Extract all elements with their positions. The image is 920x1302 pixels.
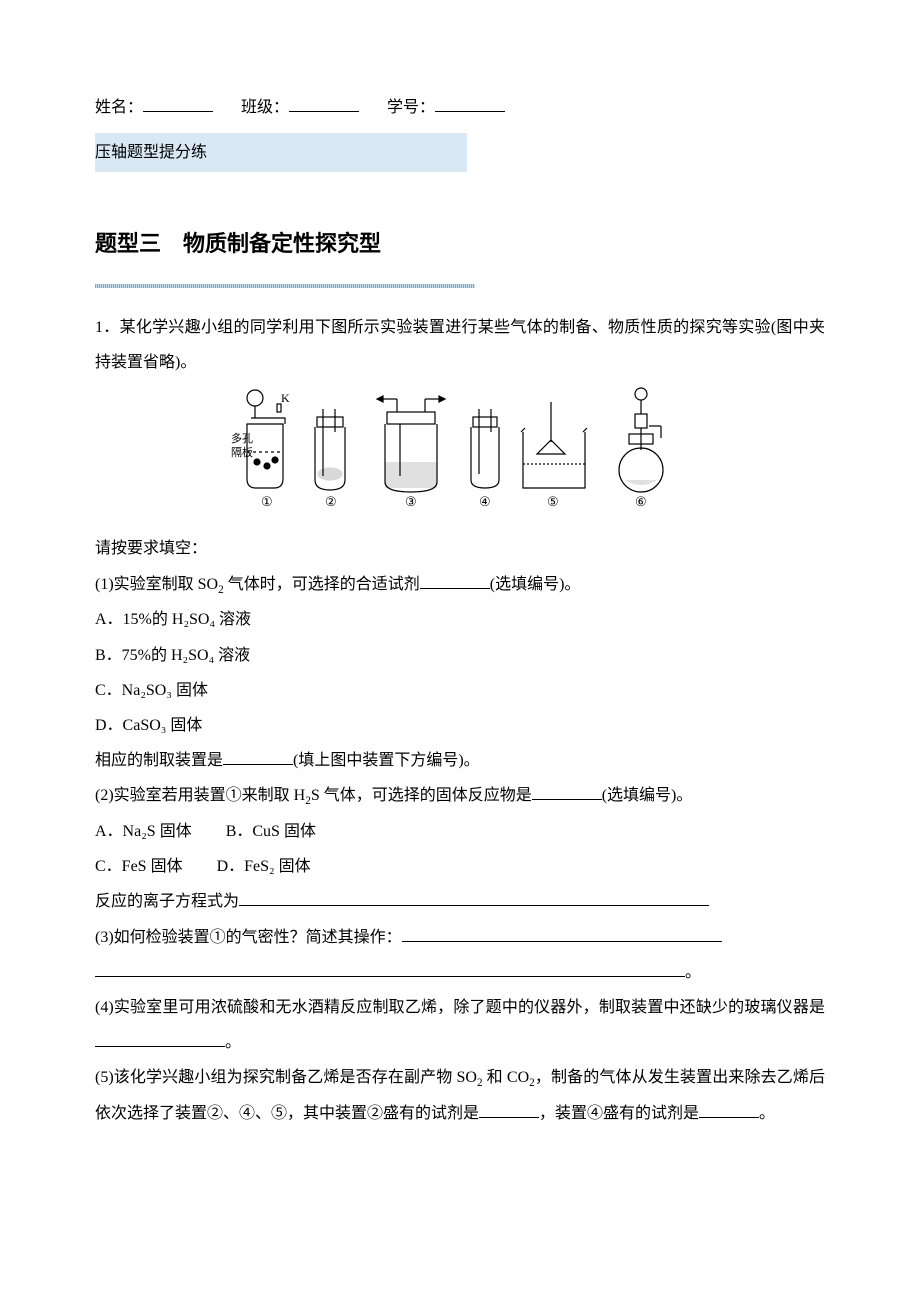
p2-blank[interactable] — [532, 783, 602, 800]
q1-p2: (2)实验室若用装置①来制取 H2S 气体，可选择的固体反应物是(选填编号)。 — [95, 778, 825, 814]
p2-opts-1: A．Na₂S 固体 B．CuS 固体 — [95, 814, 825, 849]
q1-prompt: 请按要求填空： — [95, 531, 825, 566]
svg-text:⑤: ⑤ — [547, 494, 559, 509]
p2-l2: 反应的离子方程式为 — [95, 893, 239, 910]
p3-line2: 。 — [95, 955, 825, 990]
apparatus-4: ④ — [471, 409, 499, 509]
p2-opt-D: D．FeS₂ 固体 — [217, 849, 311, 884]
p1-l2a: 相应的制取装置是 — [95, 752, 223, 769]
p4-a: (4)实验室里可用浓硫酸和无水酒精反应制取乙烯，除了题中的仪器外，制取装置中还缺… — [95, 999, 825, 1016]
p2-b: S 气体，可选择的固体反应物是 — [311, 787, 532, 804]
apparatus-5: ⑤ — [521, 402, 587, 509]
p1-blank[interactable] — [420, 572, 490, 589]
p3-end: 。 — [685, 964, 701, 981]
q1-p5: (5)该化学兴趣小组为探究制备乙烯是否存在副产物 SO2 和 CO2，制备的气体… — [95, 1060, 825, 1131]
apparatus-2: ② — [315, 409, 345, 509]
practice-banner: 压轴题型提分练 — [95, 133, 825, 202]
p5-end: 。 — [759, 1105, 775, 1122]
separator — [95, 284, 475, 288]
p4-end: 。 — [225, 1034, 241, 1051]
p2-opts-2: C．FeS 固体 D．FeS₂ 固体 — [95, 849, 825, 884]
class-blank[interactable] — [289, 95, 359, 112]
p2-line2: 反应的离子方程式为 — [95, 884, 825, 919]
p3-blank1[interactable] — [402, 925, 722, 942]
id-label: 学号： — [387, 99, 435, 116]
p2-a: (2)实验室若用装置①来制取 H — [95, 787, 305, 804]
p1-b: 气体时，可选择的合适试剂 — [224, 576, 420, 593]
practice-label: 压轴题型提分练 — [95, 133, 467, 172]
name-blank[interactable] — [143, 95, 213, 112]
class-label: 班级： — [241, 99, 289, 116]
p1-a: (1)实验室制取 SO — [95, 576, 218, 593]
q1-stem: 1．某化学兴趣小组的同学利用下图所示实验装置进行某些气体的制备、物质性质的探究等… — [95, 310, 825, 380]
p2-opt-A: A．Na₂S 固体 — [95, 814, 192, 849]
p1-opt-A: A．15%的 H₂SO₄ 溶液 — [95, 602, 825, 637]
svg-text:④: ④ — [479, 494, 491, 509]
p5-b: 和 CO — [483, 1069, 530, 1086]
svg-text:②: ② — [325, 494, 337, 509]
svg-text:隔板: 隔板 — [231, 445, 253, 459]
q1-p3: (3)如何检验装置①的气密性？简述其操作： — [95, 920, 825, 955]
svg-text:③: ③ — [405, 494, 417, 509]
p1-opt-C: C．Na₂SO₃ 固体 — [95, 673, 825, 708]
p5-blank1[interactable] — [479, 1101, 539, 1118]
apparatus-diagram: K 多孔 隔板 ① ② — [95, 384, 825, 527]
id-blank[interactable] — [435, 95, 505, 112]
p1-line2: 相应的制取装置是 (填上图中装置下方编号)。 — [95, 743, 825, 778]
p1-opt-D: D．CaSO₃ 固体 — [95, 708, 825, 743]
p1-l2b: (填上图中装置下方编号)。 — [293, 752, 480, 769]
p3-blank2[interactable] — [95, 960, 685, 977]
p1-tail: (选填编号)。 — [490, 576, 581, 593]
svg-text:K: K — [281, 391, 290, 405]
p2-opt-C: C．FeS 固体 — [95, 849, 183, 884]
header-fields: 姓名： 班级： 学号： — [95, 90, 825, 125]
p3-a: (3)如何检验装置①的气密性？简述其操作： — [95, 929, 402, 946]
svg-text:①: ① — [261, 494, 273, 509]
p1-blank2[interactable] — [223, 748, 293, 765]
q1-p1: (1)实验室制取 SO2 气体时，可选择的合适试剂(选填编号)。 — [95, 567, 825, 603]
section-title: 题型三 物质制备定性探究型 — [95, 220, 825, 268]
svg-text:⑥: ⑥ — [635, 494, 647, 509]
p2-blank2[interactable] — [239, 889, 709, 906]
name-label: 姓名： — [95, 99, 143, 116]
apparatus-6: ⑥ — [619, 388, 663, 509]
p1-opt-B: B．75%的 H₂SO₄ 溶液 — [95, 638, 825, 673]
p2-tail: (选填编号)。 — [602, 787, 693, 804]
p4-blank[interactable] — [95, 1030, 225, 1047]
p5-a: (5)该化学兴趣小组为探究制备乙烯是否存在副产物 SO — [95, 1069, 477, 1086]
p5-blank2[interactable] — [699, 1101, 759, 1118]
svg-text:多孔: 多孔 — [231, 431, 253, 445]
p5-d: ，装置④盛有的试剂是 — [539, 1105, 699, 1122]
apparatus-1: K 多孔 隔板 ① — [231, 390, 290, 509]
q1-p4: (4)实验室里可用浓硫酸和无水酒精反应制取乙烯，除了题中的仪器外，制取装置中还缺… — [95, 990, 825, 1060]
p2-opt-B: B．CuS 固体 — [226, 814, 316, 849]
apparatus-3: ③ — [377, 396, 445, 509]
